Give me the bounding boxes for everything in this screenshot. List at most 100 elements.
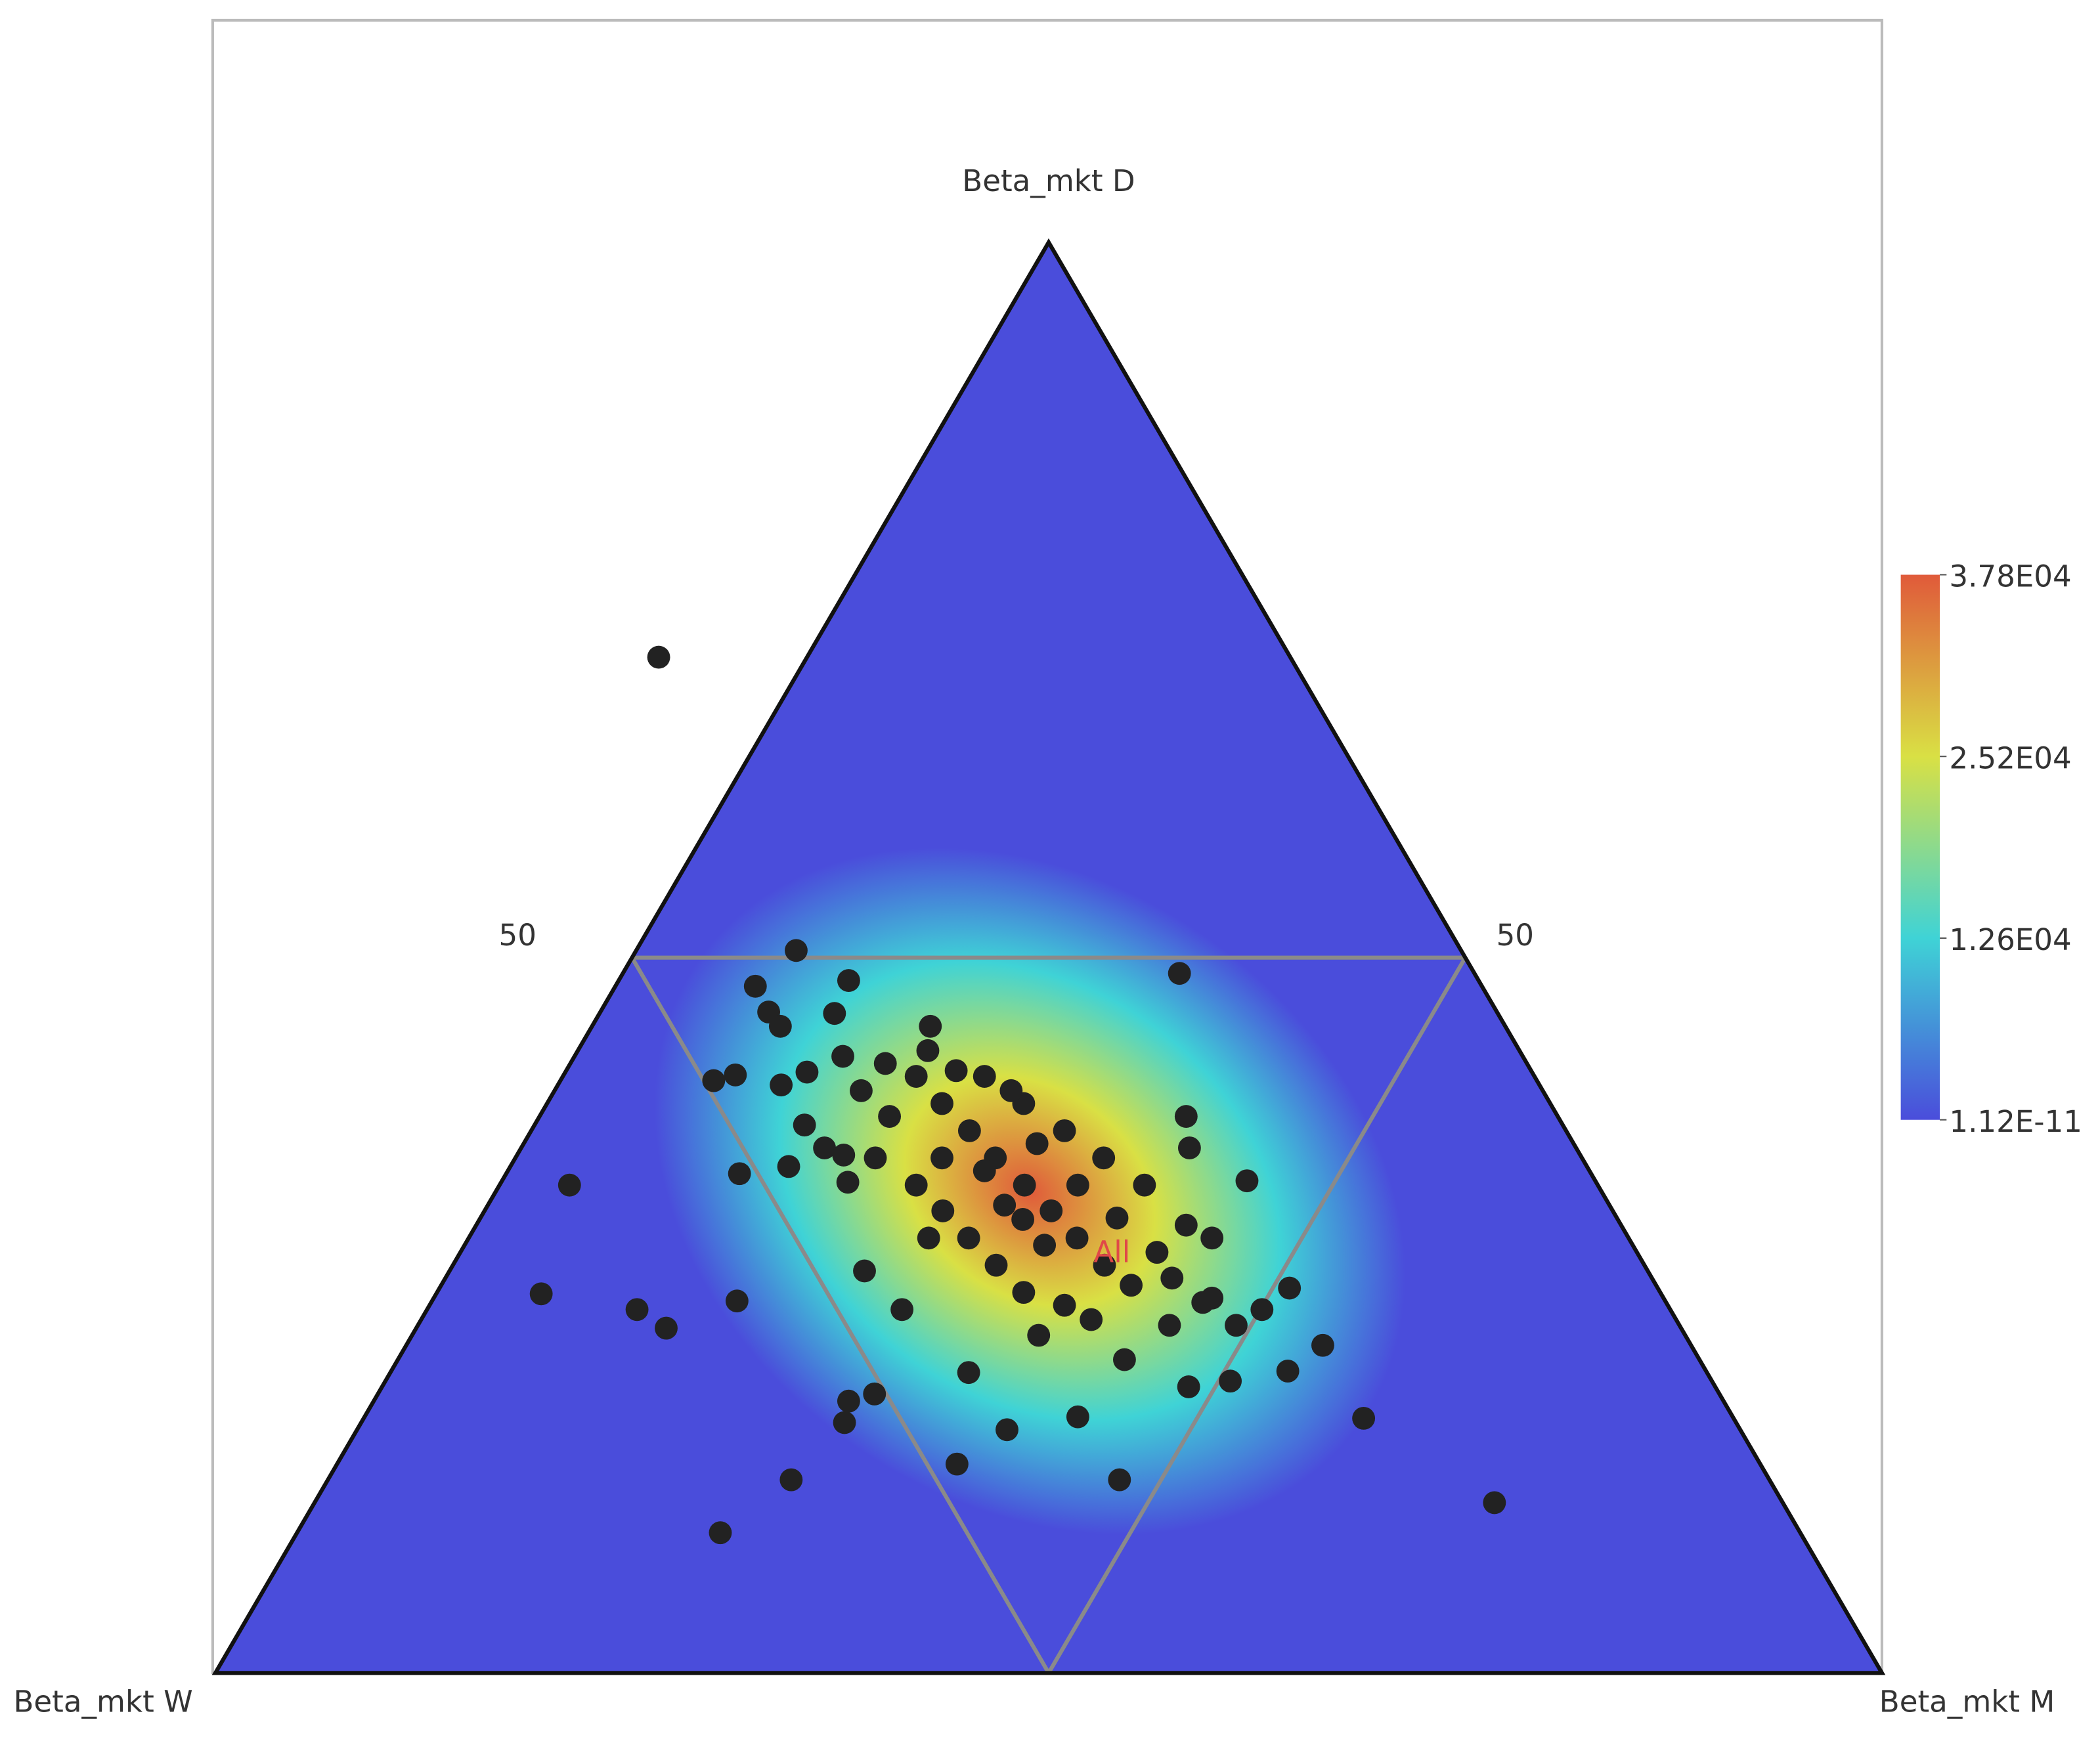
data-point <box>529 1282 553 1306</box>
data-point <box>625 1298 649 1322</box>
data-point <box>1158 1314 1181 1337</box>
data-point <box>833 1411 856 1434</box>
data-point <box>1105 1206 1129 1230</box>
data-point <box>916 1039 940 1062</box>
tick-label: 50 <box>499 918 536 953</box>
data-point <box>957 1226 980 1250</box>
data-point <box>853 1259 876 1283</box>
colorbar <box>1900 574 1940 1120</box>
series-label: All <box>1093 1235 1130 1270</box>
data-point <box>1012 1281 1036 1304</box>
data-point <box>832 1143 856 1167</box>
data-point <box>957 1361 980 1385</box>
data-point <box>993 1194 1017 1217</box>
data-point <box>904 1173 928 1197</box>
data-point <box>873 1052 897 1075</box>
data-point <box>904 1065 928 1088</box>
left-axis-label: Beta_mkt W <box>14 1684 193 1719</box>
data-point <box>777 1155 800 1178</box>
data-point <box>709 1521 732 1545</box>
data-point <box>1108 1468 1131 1492</box>
data-point <box>995 1418 1018 1442</box>
data-point <box>1066 1173 1089 1197</box>
data-point <box>999 1079 1023 1102</box>
data-point <box>1250 1298 1274 1322</box>
colorbar-tick-label: 1.26E04 <box>1949 922 2071 957</box>
data-point <box>931 1199 955 1222</box>
data-point <box>1093 1253 1116 1277</box>
data-point <box>1092 1146 1116 1170</box>
data-point <box>1160 1266 1184 1290</box>
data-point <box>1027 1323 1051 1347</box>
data-point <box>957 1119 981 1142</box>
data-point <box>1177 1136 1201 1159</box>
data-point <box>655 1316 678 1340</box>
data-point <box>743 974 767 998</box>
data-point <box>768 1014 792 1038</box>
data-point <box>836 1171 860 1194</box>
data-point <box>837 1389 860 1413</box>
data-point <box>1133 1173 1156 1197</box>
colorbar-tick-label: 1.12E-11 <box>1949 1104 2082 1139</box>
tick-label: 50 <box>1497 918 1534 953</box>
data-point <box>1053 1293 1076 1317</box>
grid-line <box>630 957 1051 1674</box>
data-point <box>930 1092 953 1115</box>
data-point <box>770 1073 793 1097</box>
data-point <box>837 969 860 992</box>
data-point <box>728 1162 751 1186</box>
data-point <box>1278 1276 1302 1300</box>
data-point <box>813 1136 837 1159</box>
right-axis-label: Beta_mkt M <box>1879 1684 2055 1719</box>
data-point <box>795 1060 819 1084</box>
data-point <box>785 939 808 962</box>
data-point <box>1013 1173 1036 1197</box>
points <box>529 645 1506 1545</box>
data-point <box>1053 1119 1076 1142</box>
data-point <box>823 1002 846 1025</box>
data-point <box>984 1253 1008 1277</box>
data-point <box>1025 1132 1049 1155</box>
data-point <box>1112 1348 1136 1371</box>
ternary-frame <box>211 238 1886 1675</box>
data-point <box>702 1069 726 1092</box>
top-axis-label: Beta_mkt D <box>962 163 1135 198</box>
data-point <box>1200 1226 1224 1250</box>
data-point <box>917 1226 940 1250</box>
data-point <box>878 1105 902 1129</box>
data-point <box>793 1113 816 1137</box>
data-point <box>1120 1274 1143 1297</box>
data-point <box>1174 1213 1198 1237</box>
data-point <box>919 1014 942 1038</box>
data-point <box>558 1173 581 1197</box>
data-point <box>944 1059 968 1083</box>
data-point <box>1145 1241 1169 1264</box>
data-point <box>1174 1105 1198 1129</box>
colorbar-tick-label: 3.78E04 <box>1949 559 2071 594</box>
data-point <box>1168 962 1191 985</box>
data-point <box>1483 1491 1506 1515</box>
data-point <box>779 1468 803 1492</box>
data-point <box>930 1146 953 1170</box>
data-point <box>1039 1199 1063 1222</box>
data-point <box>724 1063 747 1087</box>
data-point <box>1080 1308 1103 1331</box>
data-point <box>864 1146 887 1170</box>
colorbar-tick-label: 2.52E04 <box>1949 741 2071 775</box>
data-point <box>831 1044 854 1068</box>
data-point <box>850 1079 873 1102</box>
data-point <box>1235 1169 1259 1193</box>
data-point <box>1276 1360 1300 1383</box>
data-point <box>1177 1375 1200 1398</box>
data-point <box>1066 1405 1089 1429</box>
colorbar-ticks: 3.78E04 2.52E04 1.26E04 1.12E-11 <box>1940 559 2082 1139</box>
data-point <box>1225 1314 1248 1337</box>
data-point <box>1033 1234 1057 1257</box>
data-point <box>863 1382 886 1406</box>
data-point <box>647 645 670 669</box>
data-point <box>1200 1286 1224 1310</box>
data-point <box>1311 1333 1334 1357</box>
data-point <box>973 1159 996 1182</box>
